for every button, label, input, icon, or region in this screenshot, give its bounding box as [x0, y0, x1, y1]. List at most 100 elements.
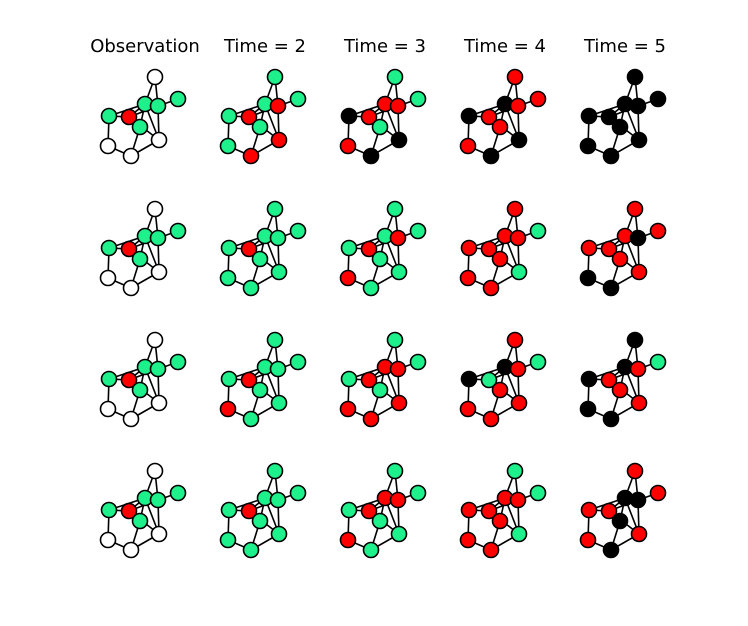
graph-node	[600, 502, 618, 520]
graph-node	[510, 525, 528, 543]
graph-node	[289, 222, 307, 240]
graph-node	[120, 240, 138, 258]
graph-node	[242, 147, 260, 165]
graph-node	[289, 353, 307, 371]
graph-node	[386, 331, 404, 349]
graph-panel-r2-c5	[579, 200, 667, 297]
graph-node	[580, 370, 598, 388]
graph-node	[219, 531, 237, 549]
graph-node	[220, 370, 238, 388]
graph-panel-r1-c5	[579, 68, 667, 165]
graph-node	[482, 541, 500, 559]
graph-node	[240, 108, 258, 126]
graph-node	[219, 400, 237, 418]
column-titles: Observation Time = 2 Time = 3 Time = 4 T…	[90, 36, 666, 57]
graph-node	[266, 462, 284, 480]
graph-node	[390, 394, 408, 412]
graph-node	[626, 68, 644, 86]
graph-node	[150, 131, 168, 149]
graph-panel-r1-c2	[219, 68, 307, 165]
graph-node	[100, 107, 118, 125]
graph-node	[389, 491, 407, 509]
column-title-time-2: Time = 2	[223, 36, 306, 57]
graph-node	[602, 279, 620, 297]
graph-node	[580, 239, 598, 257]
graph-node	[480, 502, 498, 520]
graph-node	[480, 108, 498, 126]
graph-node	[626, 462, 644, 480]
graph-panel-r4-c1	[99, 462, 187, 559]
graph-node	[630, 525, 648, 543]
graph-node	[220, 501, 238, 519]
graph-node	[509, 360, 527, 378]
graph-node	[360, 240, 378, 258]
graph-node	[120, 502, 138, 520]
graph-node	[409, 222, 427, 240]
graph-node	[122, 147, 140, 165]
graph-node	[149, 360, 167, 378]
graph-node	[289, 90, 307, 108]
graph-panel-r3-c2	[219, 331, 307, 428]
graph-node	[510, 263, 528, 281]
graph-node	[269, 491, 287, 509]
graph-node	[386, 68, 404, 86]
graph-node	[649, 90, 667, 108]
graph-node	[580, 501, 598, 519]
graph-node	[491, 118, 509, 136]
graph-panel-r3-c1	[99, 331, 187, 428]
graph-node	[169, 353, 187, 371]
graph-node	[409, 484, 427, 502]
graph-node	[626, 200, 644, 218]
graph-node	[371, 512, 389, 530]
graph-node	[220, 239, 238, 257]
graph-node	[340, 501, 358, 519]
graph-node	[602, 541, 620, 559]
graph-node	[122, 541, 140, 559]
graph-node	[219, 137, 237, 155]
graph-node	[629, 229, 647, 247]
graph-panels	[99, 68, 667, 559]
graph-node	[120, 371, 138, 389]
graph-node	[506, 462, 524, 480]
graph-node	[270, 394, 288, 412]
graph-node	[482, 410, 500, 428]
graph-node	[506, 68, 524, 86]
graph-node	[100, 370, 118, 388]
graph-panel-r2-c1	[99, 200, 187, 297]
graph-panel-r4-c4	[459, 462, 547, 559]
graph-node	[482, 147, 500, 165]
graph-panel-r2-c4	[459, 200, 547, 297]
graph-node	[579, 137, 597, 155]
graph-node	[122, 279, 140, 297]
graph-node	[602, 147, 620, 165]
graph-node	[150, 394, 168, 412]
graph-node	[340, 370, 358, 388]
graph-node	[240, 240, 258, 258]
graph-node	[459, 400, 477, 418]
graph-node	[602, 410, 620, 428]
graph-node	[340, 239, 358, 257]
graph-node	[409, 90, 427, 108]
graph-node	[579, 269, 597, 287]
graph-node	[99, 269, 117, 287]
graph-panel-r4-c3	[339, 462, 427, 559]
graph-node	[240, 502, 258, 520]
graph-node	[266, 331, 284, 349]
graph-node	[580, 107, 598, 125]
graph-node	[459, 269, 477, 287]
graph-node	[389, 97, 407, 115]
graph-panel-r1-c4	[459, 68, 547, 165]
graph-node	[409, 353, 427, 371]
column-title-time-4: Time = 4	[463, 36, 546, 57]
graph-node	[340, 107, 358, 125]
graph-node	[460, 107, 478, 125]
graph-node	[529, 353, 547, 371]
graph-node	[362, 541, 380, 559]
graph-panel-r2-c3	[339, 200, 427, 297]
graph-node	[509, 229, 527, 247]
graph-node	[251, 250, 269, 268]
graph-node	[611, 118, 629, 136]
graph-node	[131, 250, 149, 268]
graph-node	[371, 381, 389, 399]
graph-node	[491, 250, 509, 268]
